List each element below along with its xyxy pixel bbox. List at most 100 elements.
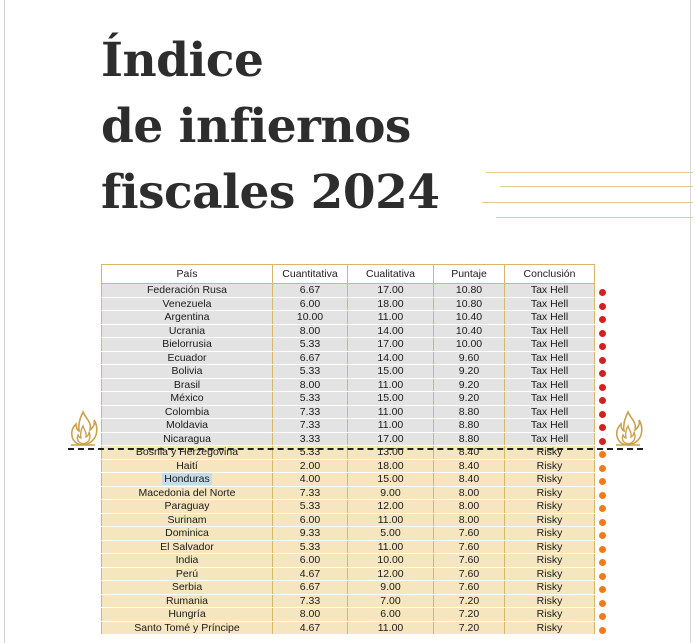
cell-puntaje: 9.20 xyxy=(433,364,505,379)
table-row: Bielorrusia 5.33 17.00 10.00 Tax Hell xyxy=(101,337,595,352)
cell-pais: Brasil xyxy=(101,378,273,392)
tax-hell-dot xyxy=(599,437,606,445)
cell-cuantitativa: 8.00 xyxy=(272,324,348,338)
risky-dot xyxy=(599,559,606,566)
header-conclusion: Conclusión xyxy=(504,264,595,284)
cell-conclusion: Risky xyxy=(504,621,595,635)
cell-cuantitativa: 8.00 xyxy=(272,607,348,622)
cell-cuantitativa: 5.33 xyxy=(272,391,348,406)
cell-puntaje: 9.20 xyxy=(433,378,505,392)
cell-cuantitativa: 5.33 xyxy=(272,499,348,514)
table-row: Macedonia del Norte 7.33 9.00 8.00 Risky xyxy=(101,486,595,500)
tax-hell-dot xyxy=(599,410,606,418)
cell-cuantitativa: 6.67 xyxy=(272,283,348,298)
risky-dot xyxy=(599,518,606,526)
cell-pais: Dominica xyxy=(101,526,273,541)
cell-pais: Colombia xyxy=(101,405,273,419)
cell-conclusion: Risky xyxy=(504,567,595,581)
tax-hell-table: País Cuantitativa Cualitativa Puntaje Co… xyxy=(101,264,595,635)
table-row: Dominica 9.33 5.00 7.60 Risky xyxy=(101,526,595,541)
risky-dot xyxy=(599,545,606,553)
table-row: Hungría 8.00 6.00 7.20 Risky xyxy=(101,607,595,622)
cell-conclusion: Tax Hell xyxy=(504,432,595,446)
cell-cualitativa: 15.00 xyxy=(347,472,434,487)
cell-cualitativa: 9.00 xyxy=(347,486,434,500)
cell-cuantitativa: 9.33 xyxy=(272,526,348,541)
cell-cualitativa: 11.00 xyxy=(347,378,434,392)
table-row: Honduras 4.00 15.00 8.40 Risky xyxy=(101,472,595,487)
cell-conclusion: Risky xyxy=(504,594,595,608)
title-line-3: fiscales 2024 xyxy=(101,165,440,220)
cell-pais: Rumania xyxy=(101,594,273,608)
cell-pais: Honduras xyxy=(101,472,273,487)
cell-cualitativa: 11.00 xyxy=(347,540,434,554)
cell-cualitativa: 9.00 xyxy=(347,580,434,595)
tax-hell-dot xyxy=(599,383,606,391)
cell-conclusion: Risky xyxy=(504,513,595,527)
cell-pais: Perú xyxy=(101,567,273,581)
cell-cualitativa: 5.00 xyxy=(347,526,434,541)
header-puntaje: Puntaje xyxy=(433,264,505,284)
cell-conclusion: Risky xyxy=(504,607,595,622)
cell-cuantitativa: 5.33 xyxy=(272,337,348,352)
cell-cualitativa: 11.00 xyxy=(347,418,434,433)
cell-pais: Bolivia xyxy=(101,364,273,379)
tax-hell-dot xyxy=(599,289,606,296)
cell-cualitativa: 18.00 xyxy=(347,297,434,311)
cell-puntaje: 9.20 xyxy=(433,391,505,406)
cell-puntaje: 8.00 xyxy=(433,486,505,500)
cell-pais: Bielorrusia xyxy=(101,337,273,352)
cell-puntaje: 8.00 xyxy=(433,513,505,527)
cell-cuantitativa: 5.33 xyxy=(272,364,348,379)
table-row: Moldavia 7.33 11.00 8.80 Tax Hell xyxy=(101,418,595,433)
cell-puntaje: 8.80 xyxy=(433,418,505,433)
cell-cuantitativa: 6.67 xyxy=(272,580,348,595)
cell-conclusion: Risky xyxy=(504,486,595,500)
title-line-1: Índice xyxy=(101,33,264,88)
cell-puntaje: 7.60 xyxy=(433,567,505,581)
cell-cuantitativa: 2.00 xyxy=(272,459,348,473)
cell-cuantitativa: 6.00 xyxy=(272,513,348,527)
header-cualitativa: Cualitativa xyxy=(347,264,434,284)
cell-puntaje: 9.60 xyxy=(433,351,505,365)
table-body: Federación Rusa 6.67 17.00 10.80 Tax Hell Ven… xyxy=(101,283,595,635)
table-row: Santo Tomé y Príncipe 4.67 11.00 7.20 Risky xyxy=(101,621,595,635)
risky-dot xyxy=(599,532,606,539)
tax-hell-dot xyxy=(599,370,606,377)
cell-conclusion: Tax Hell xyxy=(504,310,595,325)
table-row: Ecuador 6.67 14.00 9.60 Tax Hell xyxy=(101,351,595,365)
cell-cualitativa: 12.00 xyxy=(347,567,434,581)
cell-cuantitativa: 4.00 xyxy=(272,472,348,487)
cell-pais: India xyxy=(101,553,273,568)
risky-dot xyxy=(599,599,606,607)
cell-puntaje: 8.40 xyxy=(433,459,505,473)
risky-dot xyxy=(599,478,606,485)
table-row: Paraguay 5.33 12.00 8.00 Risky xyxy=(101,499,595,514)
title-line-2: de infiernos xyxy=(101,99,411,154)
cell-cualitativa: 12.00 xyxy=(347,499,434,514)
cell-conclusion: Tax Hell xyxy=(504,297,595,311)
cell-conclusion: Risky xyxy=(504,580,595,595)
cell-puntaje: 10.40 xyxy=(433,310,505,325)
tax-hell-dot xyxy=(599,356,606,364)
table-row: Brasil 8.00 11.00 9.20 Tax Hell xyxy=(101,378,595,392)
cell-pais: Nicaragua xyxy=(101,432,273,446)
cell-puntaje: 8.00 xyxy=(433,499,505,514)
cell-cuantitativa: 3.33 xyxy=(272,432,348,446)
table-row: India 6.00 10.00 7.60 Risky xyxy=(101,553,595,568)
cell-conclusion: Tax Hell xyxy=(504,418,595,433)
cell-pais: México xyxy=(101,391,273,406)
cell-cuantitativa: 7.33 xyxy=(272,418,348,433)
cell-cualitativa: 15.00 xyxy=(347,391,434,406)
cell-cualitativa: 11.00 xyxy=(347,310,434,325)
header-cuantitativa: Cuantitativa xyxy=(272,264,348,284)
highlighted-country: Honduras xyxy=(162,473,212,486)
table-row: Venezuela 6.00 18.00 10.80 Tax Hell xyxy=(101,297,595,311)
cell-cuantitativa: 8.00 xyxy=(272,378,348,392)
table-row: Nicaragua 3.33 17.00 8.80 Tax Hell xyxy=(101,432,595,446)
cell-puntaje: 7.60 xyxy=(433,553,505,568)
cell-cualitativa: 17.00 xyxy=(347,283,434,298)
cell-puntaje: 7.20 xyxy=(433,594,505,608)
cell-conclusion: Tax Hell xyxy=(504,378,595,392)
cell-puntaje: 7.20 xyxy=(433,621,505,635)
